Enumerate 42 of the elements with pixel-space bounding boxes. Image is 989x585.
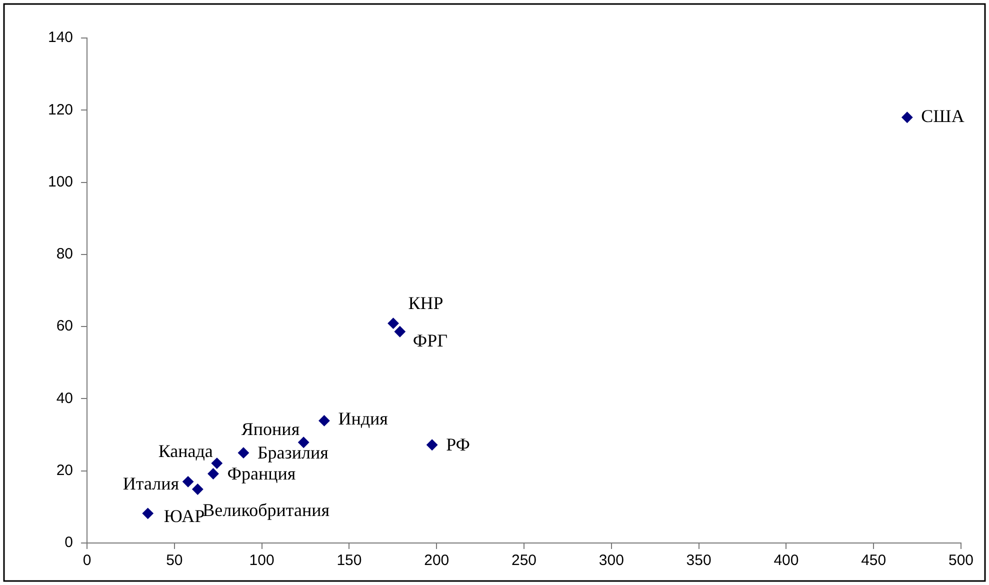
annotation: КНР <box>408 293 444 314</box>
point <box>902 112 913 123</box>
x-tick-label: 150 <box>336 552 362 570</box>
annotation: ЮАР <box>164 506 205 526</box>
point <box>238 447 249 458</box>
point <box>318 415 330 426</box>
annotation: Франция <box>227 463 296 484</box>
annotation: Япония <box>241 419 300 440</box>
y-tick-label: 140 <box>48 29 74 46</box>
point <box>208 468 219 480</box>
point <box>394 326 406 338</box>
annotation: Канада <box>158 441 213 462</box>
annotation: ФРГ <box>412 330 448 350</box>
x-tick-label: 350 <box>686 552 712 570</box>
x-tick-label: 200 <box>424 552 450 570</box>
y-tick-label: 20 <box>56 462 74 479</box>
y-tick-label: 100 <box>48 173 74 190</box>
y-tick-label: 80 <box>56 246 74 263</box>
x-tick-label: 450 <box>861 552 886 570</box>
x-tick-label: 250 <box>512 552 537 570</box>
x-tick-label: 300 <box>598 552 624 570</box>
x-tick-label: 50 <box>166 552 183 570</box>
x-tick-label: 400 <box>774 552 799 570</box>
y-tick-label: 40 <box>56 390 74 407</box>
annotation: РФ <box>446 434 470 455</box>
x-tick-label: 0 <box>82 552 92 570</box>
point <box>211 458 222 469</box>
y-tick-label: 120 <box>48 101 74 118</box>
y-tick-label: 60 <box>56 318 74 335</box>
point <box>182 476 194 488</box>
point <box>388 318 399 329</box>
point <box>192 484 204 495</box>
point <box>142 508 154 519</box>
annotation: Италия <box>122 473 180 494</box>
annotation: Великобритания <box>202 500 330 520</box>
x-tick-label: 500 <box>948 552 974 570</box>
annotation: Индия <box>338 408 388 428</box>
annotation: США <box>921 106 964 126</box>
annotation: Бразилия <box>257 442 328 463</box>
y-tick-label: 0 <box>64 534 74 552</box>
point <box>426 439 438 450</box>
x-tick-label: 100 <box>249 552 274 570</box>
